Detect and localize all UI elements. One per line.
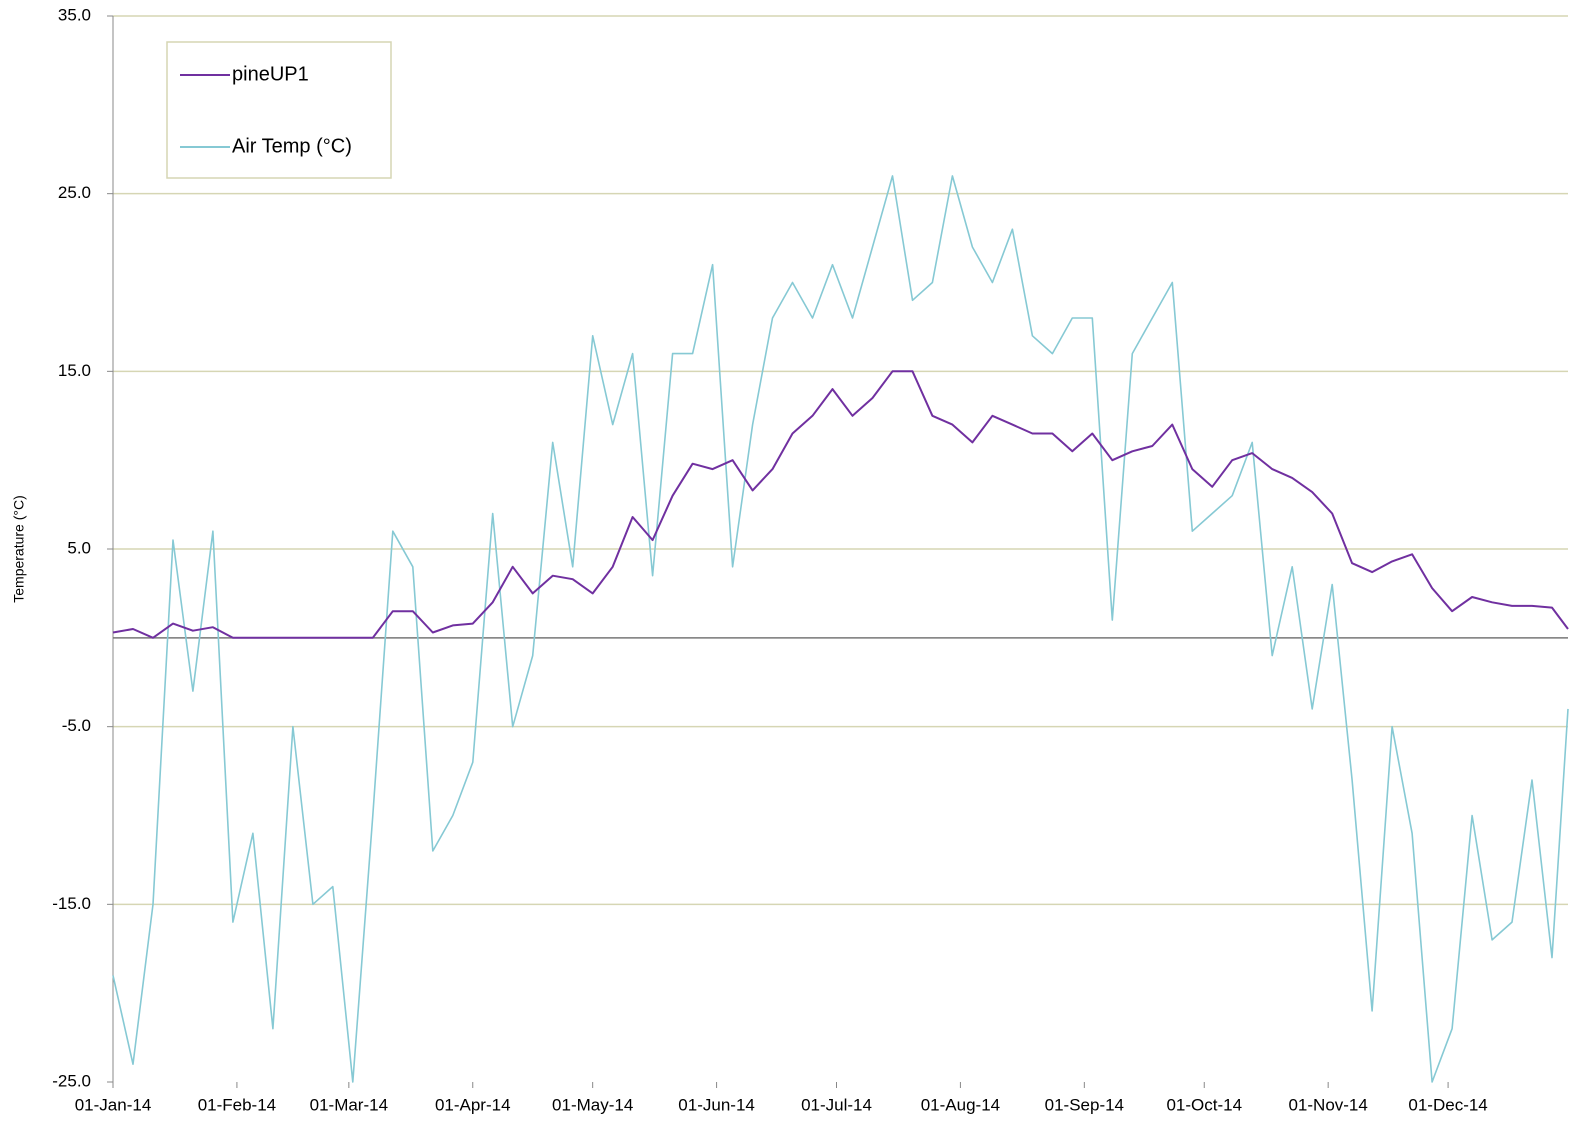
legend-label: pineUP1 <box>232 63 309 85</box>
data-line <box>112 370 1569 639</box>
y-axis-label: Temperature (°C) <box>11 495 27 603</box>
x-tick-label: 01-Dec-14 <box>1408 1095 1487 1114</box>
y-tick-label: -5.0 <box>62 716 91 735</box>
x-tick-label: 01-Aug-14 <box>921 1095 1000 1114</box>
legend-box <box>166 41 392 179</box>
x-tick-label: 01-Apr-14 <box>435 1095 511 1114</box>
y-tick-label: 35.0 <box>58 5 91 24</box>
x-tick-label: 01-Jan-14 <box>75 1095 152 1114</box>
x-tick-label: 01-Feb-14 <box>198 1095 276 1114</box>
x-tick-label: 01-May-14 <box>552 1095 633 1114</box>
legend-label: Air Temp (°C) <box>232 135 352 157</box>
y-tick-label: 25.0 <box>58 183 91 202</box>
y-tick-label: 5.0 <box>67 538 91 557</box>
x-tick-label: 01-Jul-14 <box>801 1095 872 1114</box>
y-tick-label: 15.0 <box>58 361 91 380</box>
x-tick-label: 01-Sep-14 <box>1045 1095 1124 1114</box>
x-tick-label: 01-Jun-14 <box>678 1095 755 1114</box>
data-line <box>112 175 1569 1083</box>
y-tick-label: -25.0 <box>52 1071 91 1090</box>
x-tick-label: 01-Nov-14 <box>1288 1095 1367 1114</box>
x-tick-label: 01-Mar-14 <box>310 1095 388 1114</box>
x-tick-label: 01-Oct-14 <box>1166 1095 1242 1114</box>
y-tick-label: -15.0 <box>52 894 91 913</box>
